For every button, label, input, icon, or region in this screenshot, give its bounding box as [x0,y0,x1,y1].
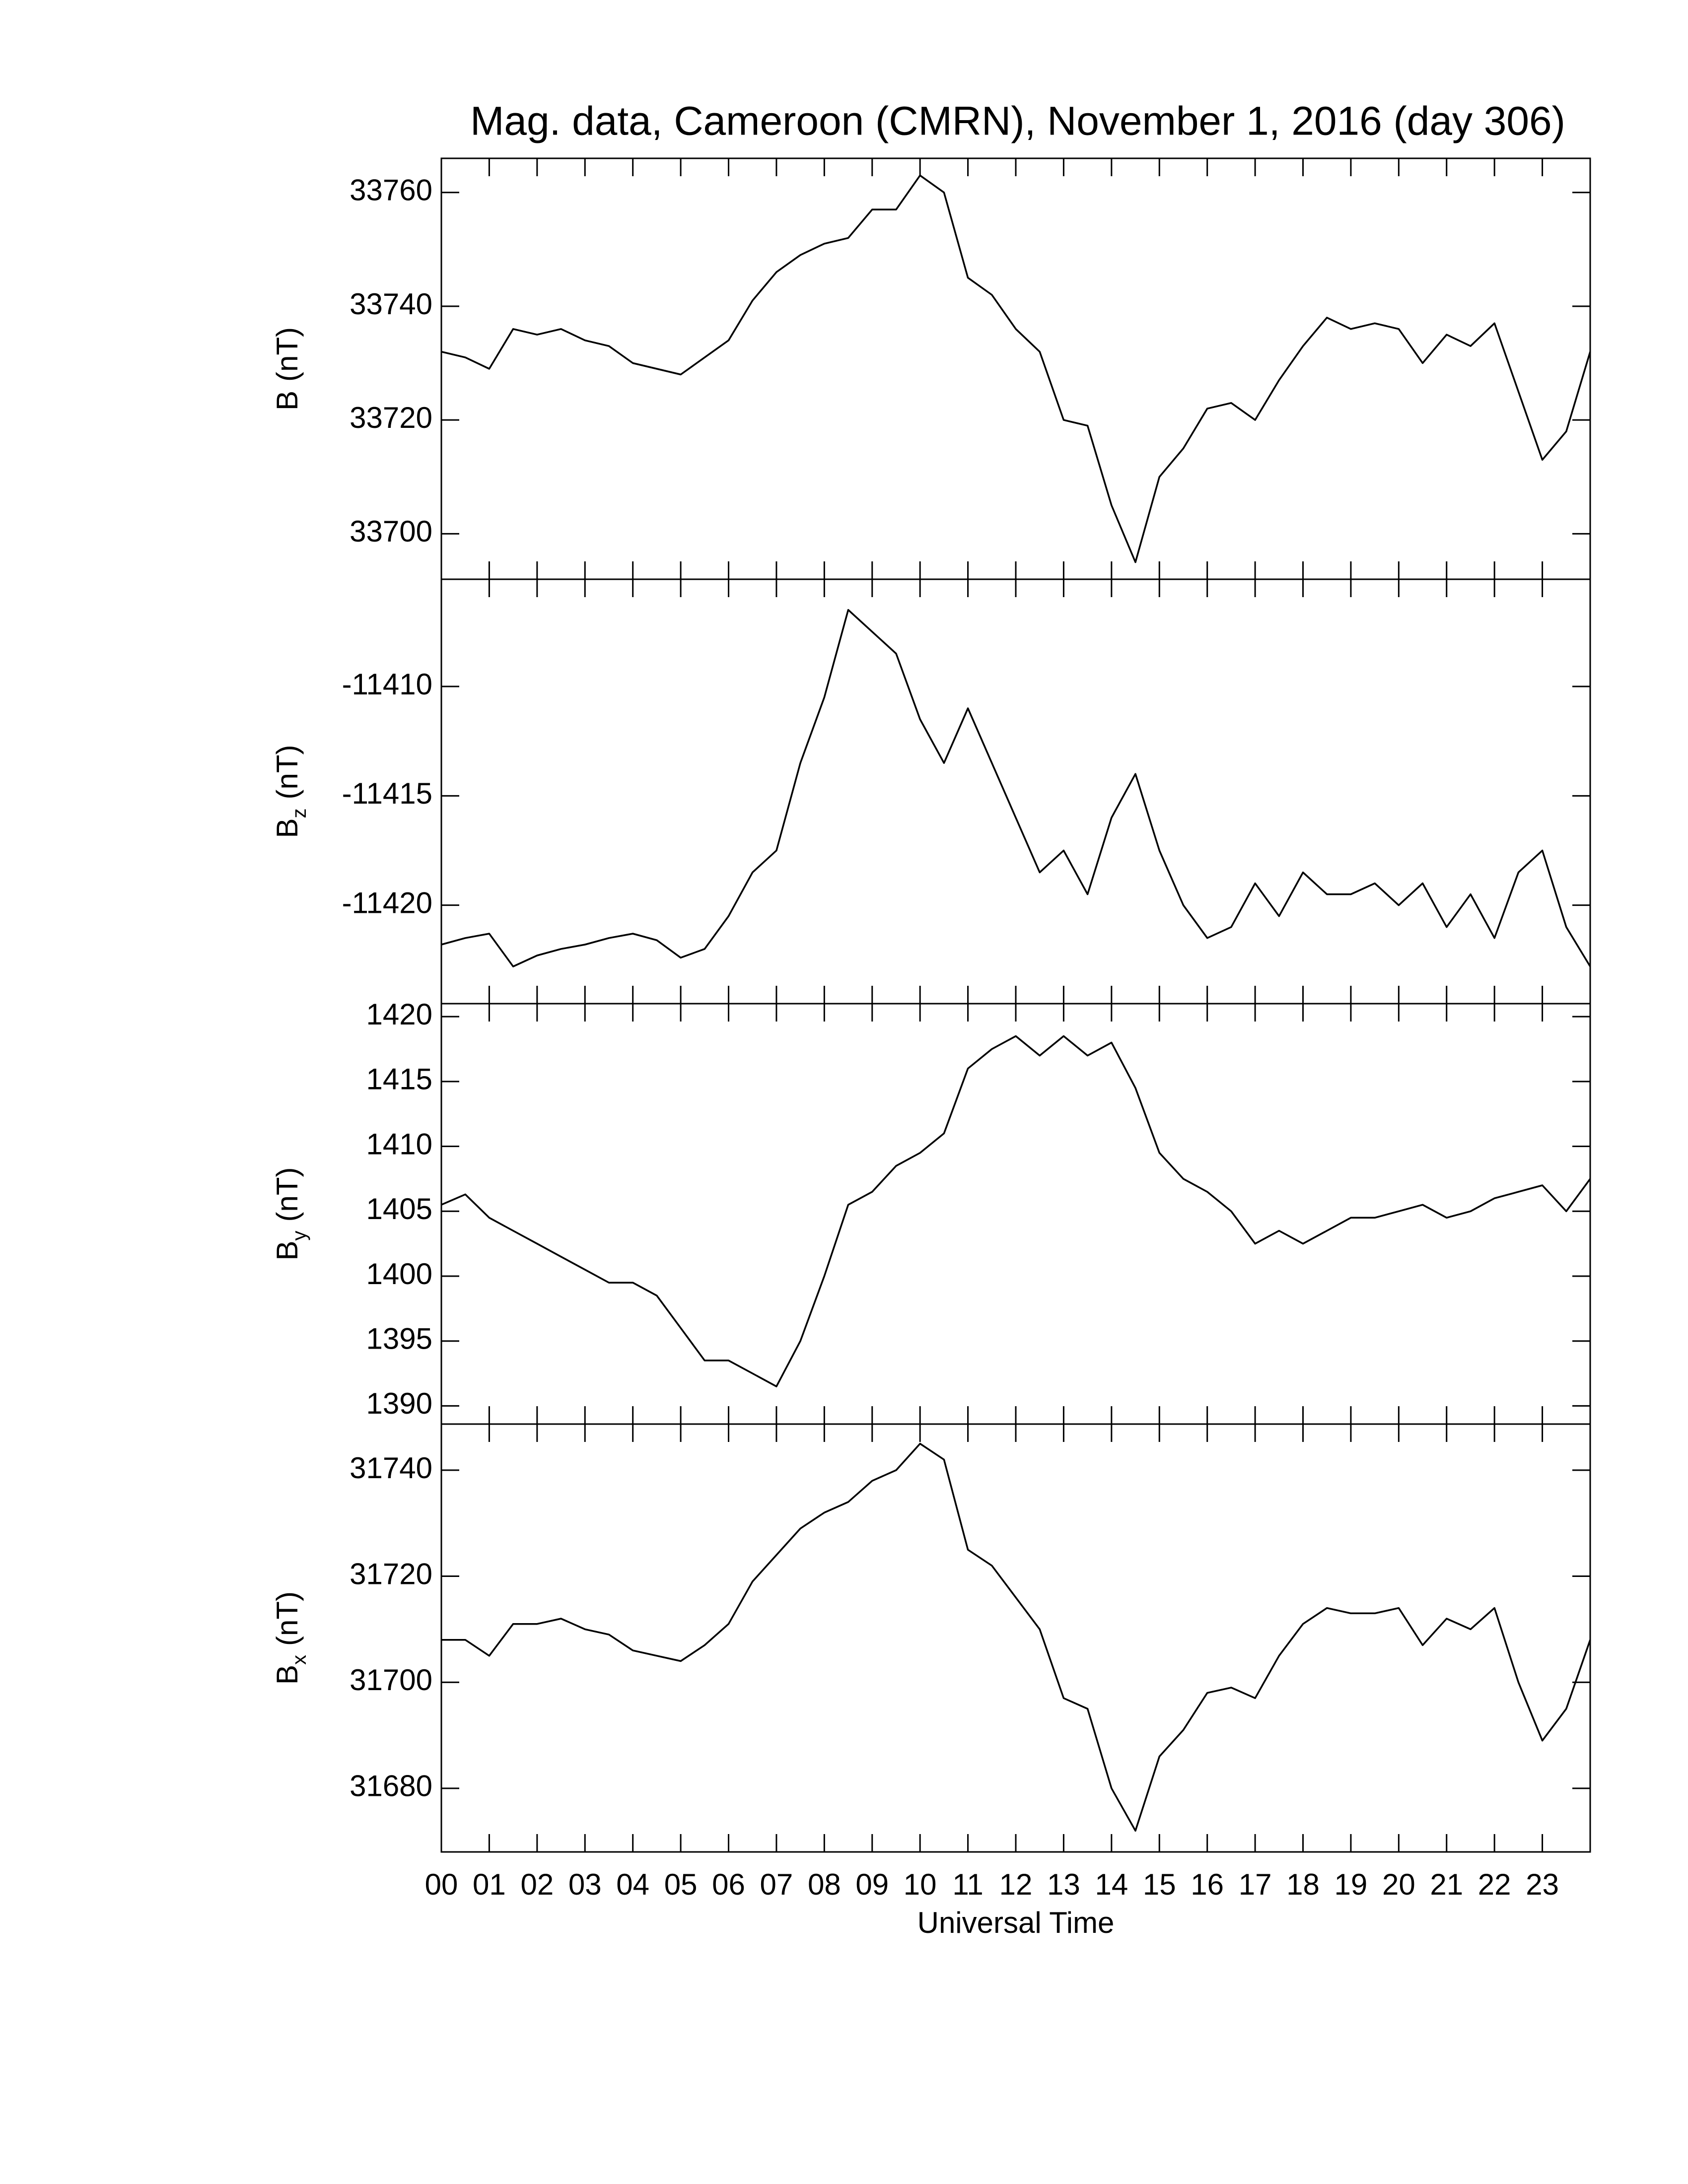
y-tick-label: -11420 [342,887,432,920]
y-label-symbol: B [271,1665,304,1685]
y-axis-label: Bz (nT) [271,745,310,838]
x-tick-label: 16 [1191,1868,1224,1901]
x-tick-label: 11 [952,1868,983,1901]
x-tick-label: 14 [1095,1868,1128,1901]
x-tick-label: 22 [1478,1868,1511,1901]
data-line [441,1035,1591,1387]
y-label-symbol: B [271,1240,304,1260]
y-label-symbol: B [271,818,304,838]
x-tick-label: 06 [712,1868,745,1901]
y-tick-label: -11415 [342,777,432,810]
y-label-unit: (nT) [271,1591,304,1646]
x-tick-label: 23 [1526,1868,1559,1901]
y-label-unit: (nT) [271,745,304,799]
x-tick-label: 17 [1239,1868,1272,1901]
y-axis-label: Bx (nT) [271,1591,310,1685]
y-axis-label: By (nT) [271,1167,310,1260]
y-tick-label: 33720 [350,401,432,434]
y-tick-label: -11410 [342,668,432,701]
y-tick-label: 33760 [350,174,432,207]
chart-title: Mag. data, Cameroon (CMRN), November 1, … [470,99,1565,144]
x-tick-label: 18 [1286,1868,1320,1901]
x-tick-label: 19 [1335,1868,1368,1901]
y-label-symbol: B [271,391,304,410]
x-tick-label: 20 [1382,1868,1415,1901]
x-tick-label: 04 [616,1868,649,1901]
y-label-subscript: z [288,808,310,818]
y-tick-label: 1415 [366,1063,432,1096]
x-tick-label: 21 [1430,1868,1463,1901]
y-tick-label: 31700 [350,1663,432,1697]
y-axis-label: B (nT) [271,327,304,410]
y-label-unit: (nT) [271,1167,304,1222]
y-tick-label: 33740 [350,287,432,321]
data-line [441,174,1591,563]
x-tick-label: 10 [904,1868,937,1901]
x-tick-label: 02 [520,1868,554,1901]
x-tick-label: 13 [1047,1868,1080,1901]
y-tick-label: 1405 [366,1192,432,1226]
x-tick-label: 05 [664,1868,698,1901]
y-tick-label: 1400 [366,1257,432,1291]
x-tick-label: 07 [760,1868,793,1901]
x-tick-label: 08 [808,1868,841,1901]
x-tick-label: 01 [473,1868,506,1901]
y-tick-label: 31740 [350,1451,432,1485]
y-tick-label: 1410 [366,1127,432,1160]
y-tick-label: 1420 [366,998,432,1031]
y-tick-label: 1390 [366,1387,432,1420]
data-line [441,609,1591,967]
data-line [441,1442,1591,1832]
y-label-unit: (nT) [271,327,304,382]
y-tick-label: 31680 [350,1770,432,1803]
x-tick-label: 09 [855,1868,889,1901]
x-tick-label: 12 [999,1868,1033,1901]
x-tick-label: 15 [1143,1868,1176,1901]
x-axis-label: Universal Time [917,1906,1115,1939]
y-tick-label: 31720 [350,1557,432,1590]
x-tick-label: 03 [568,1868,602,1901]
x-tick-label: 00 [425,1868,458,1901]
y-tick-label: 1395 [366,1322,432,1356]
y-label-subscript: x [288,1655,310,1665]
y-label-subscript: y [288,1230,310,1240]
y-tick-label: 33700 [350,515,432,548]
